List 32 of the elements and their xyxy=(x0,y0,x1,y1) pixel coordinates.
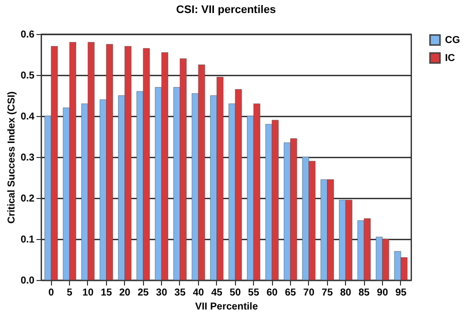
y-tick-label: 0.0 xyxy=(20,276,35,286)
x-tick-label: 20 xyxy=(119,288,131,298)
y-tick-label: 0.1 xyxy=(20,234,35,246)
x-tick-label: 55 xyxy=(248,288,260,298)
y-tick-label: 0.2 xyxy=(20,194,35,204)
y-tick-label: 0.4 xyxy=(20,112,35,122)
x-tick-label: 15 xyxy=(100,288,112,298)
x-tick-label: 80 xyxy=(340,288,352,298)
y-tick-label: 0.3 xyxy=(20,152,35,164)
x-tick-label: 50 xyxy=(230,288,242,298)
x-tick-label: 85 xyxy=(358,288,370,298)
y-tick-label: 0.5 xyxy=(20,70,35,82)
y-axis-title: Critical Success Index (CSI) xyxy=(6,91,18,224)
x-tick-label: 75 xyxy=(322,288,334,298)
legend-label: IC xyxy=(445,53,455,64)
x-tick-label: 90 xyxy=(376,288,388,298)
x-tick-label: 35 xyxy=(174,288,186,298)
x-tick-label: 10 xyxy=(82,288,94,298)
legend-label: CG xyxy=(445,35,460,46)
x-tick-label: 60 xyxy=(266,288,278,298)
x-tick-label: 30 xyxy=(156,288,168,298)
x-tick-label: 70 xyxy=(303,288,315,298)
x-tick-label: 5 xyxy=(66,288,73,298)
x-tick-label: 45 xyxy=(211,288,223,298)
x-tick-label: 95 xyxy=(395,288,407,298)
y-tick-label: 0.6 xyxy=(20,30,35,40)
x-axis-title: VII Percentile xyxy=(195,302,258,312)
x-tick-label: 0 xyxy=(48,288,54,298)
x-tick-label: 65 xyxy=(284,288,296,298)
x-tick-label: 25 xyxy=(138,288,150,298)
x-tick-label: 40 xyxy=(192,288,204,298)
chart-title: CSI: VII percentiles xyxy=(176,4,276,16)
